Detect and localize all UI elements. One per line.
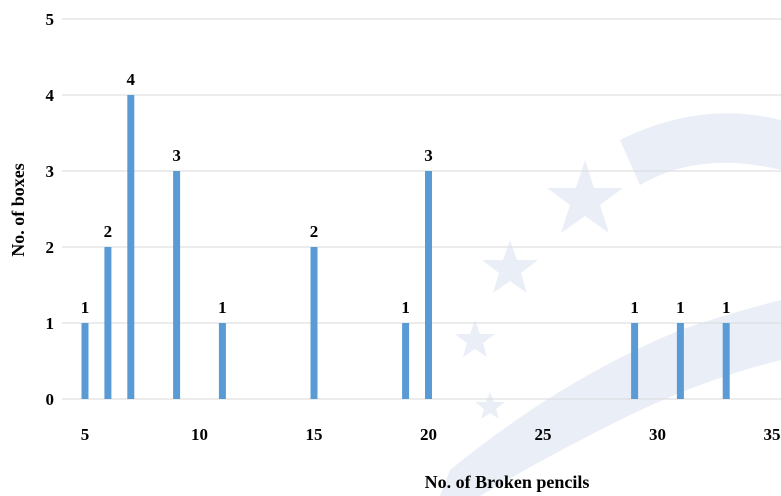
bar-6 <box>104 247 112 399</box>
watermark-star-large <box>547 160 623 233</box>
x-tick-label: 5 <box>81 425 90 444</box>
watermark-star-tiny <box>475 392 505 419</box>
data-label-29: 1 <box>630 298 639 317</box>
data-label-7: 4 <box>127 70 136 89</box>
bar-11 <box>218 323 226 399</box>
data-label-33: 1 <box>722 298 731 317</box>
data-label-19: 1 <box>401 298 410 317</box>
y-tick-label: 4 <box>46 86 55 105</box>
data-label-15: 2 <box>310 222 319 241</box>
x-tick-label: 20 <box>420 425 437 444</box>
x-tick-label: 30 <box>649 425 666 444</box>
bar-9 <box>173 171 181 399</box>
data-label-5: 1 <box>81 298 90 317</box>
x-tick-label: 35 <box>764 425 781 444</box>
bar-31 <box>676 323 684 399</box>
bar-20 <box>425 171 432 399</box>
watermark-wave <box>440 300 781 496</box>
x-axis-ticks: 5 10 15 20 25 30 35 <box>81 425 781 444</box>
x-tick-label: 25 <box>535 425 552 444</box>
watermark-star-small <box>455 320 495 357</box>
y-tick-label: 3 <box>46 162 55 181</box>
bar-7 <box>127 95 135 399</box>
bar-19 <box>402 323 410 399</box>
x-tick-label: 15 <box>306 425 323 444</box>
watermark <box>440 113 781 496</box>
bar-33 <box>722 323 730 399</box>
data-label-6: 2 <box>104 222 113 241</box>
y-tick-label: 0 <box>46 390 55 409</box>
watermark-star-medium <box>482 240 538 293</box>
watermark-arc <box>620 113 781 185</box>
y-tick-label: 5 <box>46 10 55 29</box>
data-label-11: 1 <box>218 298 227 317</box>
data-label-31: 1 <box>676 298 685 317</box>
data-labels: 1 2 4 3 1 2 1 3 1 1 1 <box>81 70 731 317</box>
x-axis-title: No. of Broken pencils <box>425 472 590 492</box>
data-label-9: 3 <box>172 146 181 165</box>
y-axis-ticks: 0 1 2 3 4 5 <box>46 10 55 409</box>
bar-29 <box>631 323 639 399</box>
y-tick-label: 1 <box>46 314 55 333</box>
data-label-20: 3 <box>424 146 433 165</box>
bar-5 <box>81 323 89 399</box>
x-tick-label: 10 <box>191 425 208 444</box>
bars <box>81 95 730 399</box>
bar-15 <box>310 247 318 399</box>
gridlines <box>62 18 781 400</box>
y-axis-title: No. of boxes <box>8 163 28 257</box>
y-tick-label: 2 <box>46 238 55 257</box>
